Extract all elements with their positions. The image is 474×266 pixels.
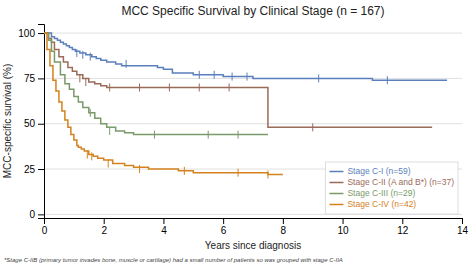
tick-mark [104,218,105,224]
censor-mark [199,71,200,79]
tick-label: 12 [397,225,409,236]
tick-label: 14 [457,225,469,236]
censor-mark [82,51,83,59]
legend-box [325,162,458,214]
tick-mark [38,33,44,34]
tick-label: 25 [24,164,36,175]
tick: 14 [457,218,469,236]
censor-mark [76,49,77,57]
censor-mark [90,53,91,61]
legend: Stage C-I (n=59)Stage C-II (A and B*) (n… [325,162,458,214]
censor-mark [214,71,215,79]
y-axis-title: MCC-specific survival (%) [2,64,13,178]
tick: 50 [24,118,44,129]
legend-swatch [329,204,343,206]
tick-label: 75 [24,73,36,84]
censor-mark [90,109,91,117]
tick-label: 6 [221,225,227,236]
censor-mark [208,131,209,139]
tick: 25 [24,164,44,175]
tick: 0 [29,209,44,220]
censor-mark [126,60,127,68]
censor-marks [87,151,268,179]
tick-label: 4 [161,225,167,236]
censor-mark [108,160,109,168]
tick-mark [38,124,44,125]
legend-swatch [329,171,343,173]
legend-entry: Stage C-IV (n=42) [347,199,416,209]
legend-swatch [329,182,343,184]
tick: 0 [42,218,48,236]
legend-entry: Stage C-II (A and B*) (n=37) [347,177,454,187]
plot-area [44,33,447,178]
tick-mark [163,218,164,224]
survival-curve [44,33,432,127]
censor-mark [169,83,170,91]
tick-mark [343,218,344,224]
censor-mark [91,152,92,160]
survival-curve [44,33,447,80]
censor-mark [184,167,185,175]
censor-marks [80,74,313,131]
tick-label: 10 [338,225,350,236]
tick: 12 [397,218,409,236]
censor-mark [154,131,155,139]
censor-mark [85,78,86,86]
censor-mark [79,74,80,82]
censor-mark [312,123,313,131]
censor-mark [139,165,140,173]
censor-mark [238,131,239,139]
tick: 100 [18,28,44,39]
y-axis: 0 25 50 75 100 [18,25,44,221]
tick-mark [38,78,44,79]
censor-mark [229,83,230,91]
axis-line [38,25,45,219]
tick-label: 8 [281,225,287,236]
survival-curve [44,33,268,135]
tick-mark [223,218,224,224]
tick-mark [283,218,284,224]
grid [44,33,462,214]
tick: 10 [338,218,350,236]
censor-mark [87,151,88,159]
censor-mark [247,73,248,81]
censor-mark [267,170,268,178]
tick-mark [462,218,463,224]
tick-mark [38,214,44,215]
tick: 6 [221,218,227,236]
censor-mark [109,127,110,135]
tick-label: 100 [18,28,35,39]
censor-mark [199,83,200,91]
tick-mark [402,218,403,224]
axis-line [45,219,463,225]
tick: 4 [161,218,167,236]
censor-mark [238,169,239,177]
tick-label: 0 [29,209,35,220]
tick: 75 [24,73,44,84]
title: MCC Specific Survival by Clinical Stage … [121,4,384,18]
legend-entry: Stage C-I (n=59) [347,166,410,176]
footnote: *Stage C-IIB (primary tumor invades bone… [4,257,343,263]
censor-mark [139,83,140,91]
tick: 2 [101,218,107,236]
tick-label: 50 [24,118,36,129]
censor-mark [387,76,388,84]
censor-marks [90,109,238,139]
grid-line [44,33,462,34]
legend-swatch [329,193,343,195]
censor-mark [109,83,110,91]
x-axis: 0 2 4 6 8 10 12 14 [42,218,469,236]
tick-label: 2 [101,225,107,236]
legend-entry: Stage C-III (n=29) [347,188,415,198]
censor-mark [318,74,319,82]
chart: 0 2 4 6 8 10 12 14 0 25 50 75 100 MCC Specific Surviv… [0,0,474,266]
censor-mark [232,73,233,81]
tick-label: 0 [42,225,48,236]
survival-curve [44,33,283,174]
censor-marks [77,49,388,84]
tick: 8 [281,218,287,236]
tick-mark [38,169,44,170]
x-axis-title: Years since diagnosis [205,240,301,251]
